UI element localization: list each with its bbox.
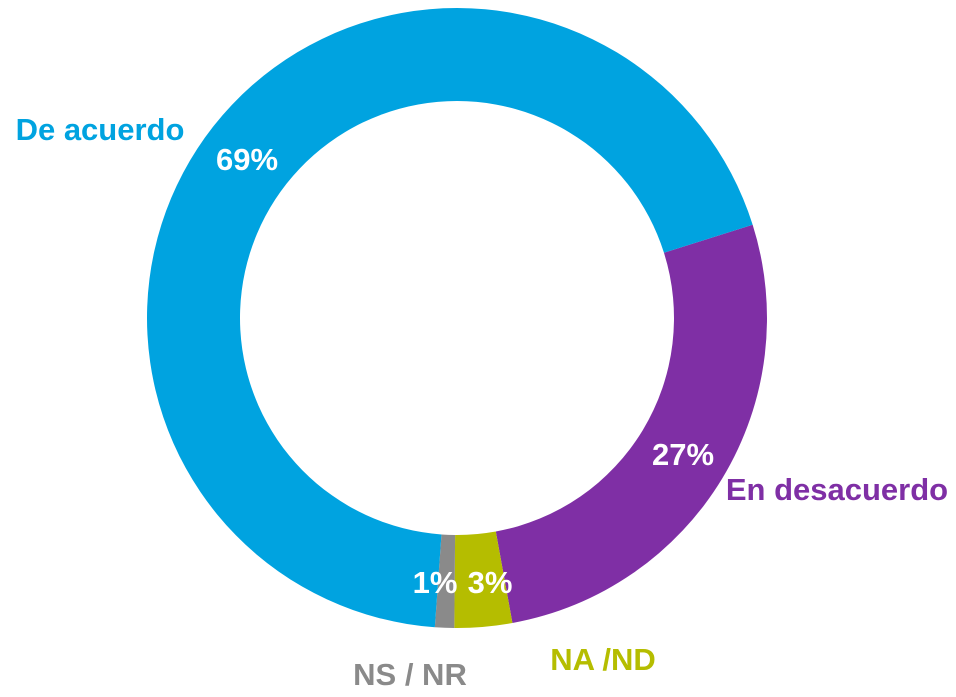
value-label: 69% <box>215 142 279 177</box>
value-label: 1% <box>412 565 458 600</box>
donut-segment <box>147 7 753 628</box>
value-label: 27% <box>651 437 715 472</box>
donut-segment <box>434 534 456 628</box>
category-label: De acuerdo <box>15 112 185 147</box>
donut-segment <box>495 224 768 624</box>
value-label: 3% <box>467 565 513 600</box>
category-label: En desacuerdo <box>725 472 949 507</box>
category-label: NA /ND <box>550 642 656 677</box>
category-label: NS / NR <box>353 657 467 692</box>
donut-segment <box>454 531 513 628</box>
